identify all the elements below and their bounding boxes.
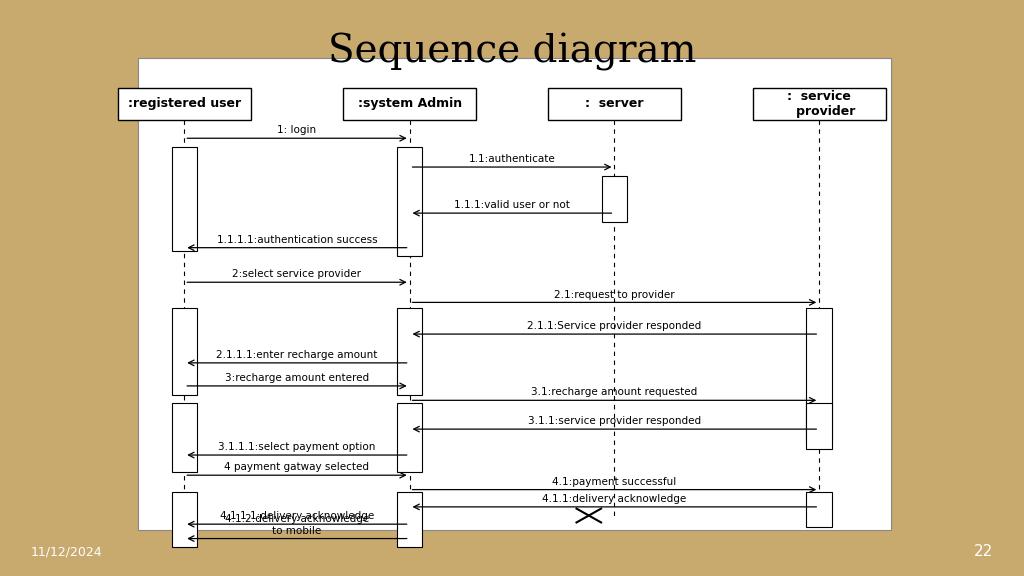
Text: 1.1.1:valid user or not: 1.1.1:valid user or not [454,200,570,210]
Bar [138,58,891,530]
Text: 3.1:recharge amount requested: 3.1:recharge amount requested [531,388,697,397]
Text: 4.1.2:delivery acknowledge
to mobile: 4.1.2:delivery acknowledge to mobile [225,514,369,536]
Text: 4 payment gatway selected: 4 payment gatway selected [224,463,370,472]
Text: 22: 22 [974,544,993,559]
Bar [602,176,627,222]
Text: 2:select service provider: 2:select service provider [232,270,361,279]
Bar [807,492,833,527]
Text: :system Admin: :system Admin [357,97,462,110]
Text: :registered user: :registered user [128,97,241,110]
Text: 3.1.1.1:select payment option: 3.1.1.1:select payment option [218,442,376,452]
Bar [118,88,251,120]
Bar [548,88,681,120]
Bar [171,403,197,472]
Text: 3:recharge amount entered: 3:recharge amount entered [225,373,369,383]
Bar [171,492,197,547]
Text: 4.1.1.1:delivery acknowledge: 4.1.1.1:delivery acknowledge [220,511,374,521]
Text: 3.1.1:service provider responded: 3.1.1:service provider responded [527,416,701,426]
Bar [397,308,423,395]
Text: 1.1:authenticate: 1.1:authenticate [469,154,555,164]
Text: 4.1:payment successful: 4.1:payment successful [552,477,677,487]
Bar [171,308,197,395]
Bar [343,88,476,120]
Bar [807,403,833,449]
Text: Sequence diagram: Sequence diagram [328,33,696,71]
Text: :  service
   provider: : service provider [783,90,855,118]
Text: 11/12/2024: 11/12/2024 [31,545,102,559]
Bar [397,147,423,256]
Text: 2.1.1.1:enter recharge amount: 2.1.1.1:enter recharge amount [216,350,378,360]
Bar [753,88,886,120]
Text: 2.1.1:Service provider responded: 2.1.1:Service provider responded [527,321,701,331]
Text: :  server: : server [585,97,644,110]
Bar [397,492,423,547]
Text: 4.1.1:delivery acknowledge: 4.1.1:delivery acknowledge [543,494,686,504]
Bar [807,308,833,441]
Text: 1: login: 1: login [278,126,316,135]
Text: 2.1:request to provider: 2.1:request to provider [554,290,675,300]
Bar [171,147,197,251]
Text: 1.1.1.1:authentication success: 1.1.1.1:authentication success [217,235,377,245]
Bar [397,403,423,472]
